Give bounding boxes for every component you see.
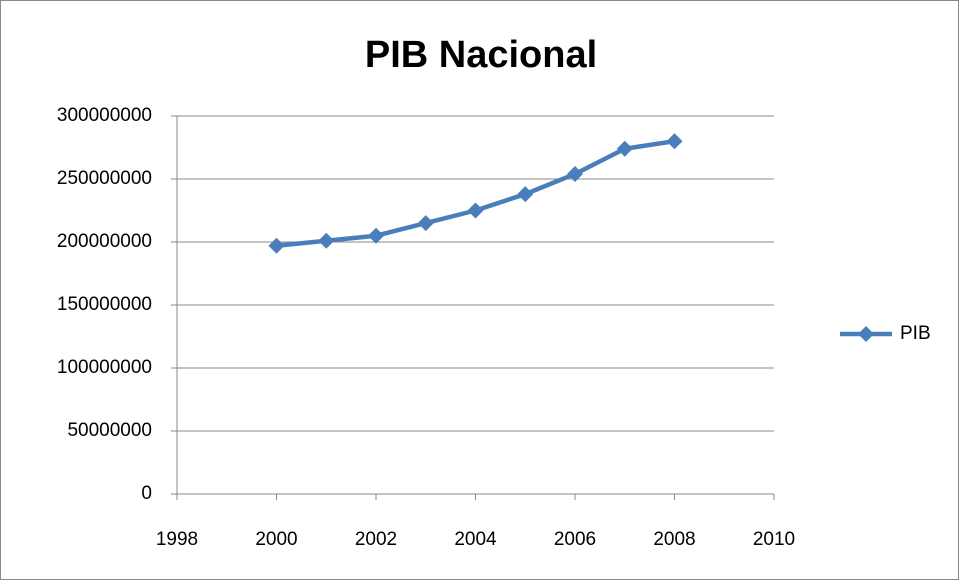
y-tick-label: 100000000 [57,357,152,378]
x-tick-label: 2002 [355,529,397,550]
data-point [318,232,335,249]
y-tick-label: 50000000 [67,420,152,441]
data-point [517,186,534,203]
data-point [268,237,285,254]
chart-title: PIB Nacional [365,34,597,76]
y-tick-label: 150000000 [57,294,152,315]
data-point [567,165,583,182]
x-tick-label: 2010 [753,529,795,550]
data-point [467,202,484,219]
x-tick-label: 2000 [255,529,297,550]
data-point [666,133,683,150]
y-tick-label: 250000000 [57,168,152,189]
legend-marker [858,326,874,342]
x-tick-label: 2004 [454,529,497,550]
y-tick-label: 200000000 [57,231,152,252]
legend-label: PIB [900,323,931,344]
data-point [368,227,384,244]
y-tick-label: 0 [141,483,152,504]
x-tick-label: 2006 [554,529,596,550]
x-tick-label: 1998 [156,529,198,550]
x-tick-label: 2008 [653,529,695,550]
data-point [616,140,633,157]
data-point [417,215,434,232]
y-tick-label: 300000000 [57,105,152,126]
